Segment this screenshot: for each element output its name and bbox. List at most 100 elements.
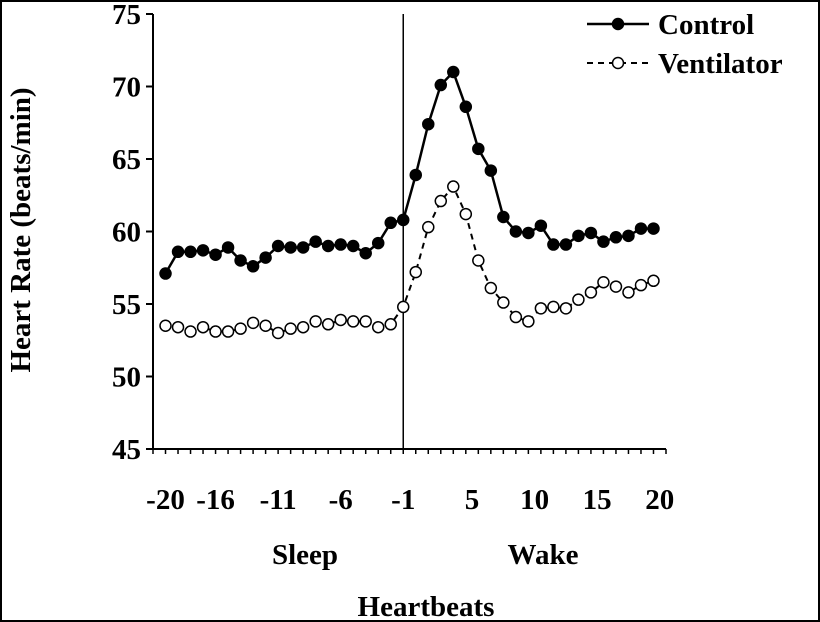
data-point — [609, 231, 623, 244]
data-point — [622, 286, 635, 299]
data-point — [634, 222, 648, 235]
series-ventilator — [159, 180, 660, 340]
data-point — [472, 254, 485, 267]
data-point — [334, 313, 347, 327]
data-point — [271, 326, 285, 340]
y-tick-label: 70 — [112, 72, 141, 104]
data-point — [409, 168, 423, 182]
legend-label: Control — [658, 9, 754, 41]
x-tick-label: 15 — [583, 484, 612, 516]
data-point — [184, 245, 197, 259]
data-point — [284, 241, 297, 254]
data-point — [647, 274, 660, 288]
group-label-wake: Wake — [508, 539, 579, 571]
data-point — [434, 78, 448, 92]
data-point — [371, 320, 385, 334]
data-point — [634, 278, 648, 292]
data-point — [422, 117, 435, 131]
data-point — [334, 238, 347, 251]
data-point — [559, 238, 573, 251]
x-tick-label: 10 — [520, 484, 549, 516]
data-point — [409, 265, 423, 279]
x-tick-label: -20 — [146, 484, 185, 516]
y-tick-label: 55 — [112, 289, 141, 321]
data-point — [371, 236, 385, 250]
data-point — [497, 296, 510, 309]
data-point — [259, 319, 272, 332]
data-point — [484, 164, 498, 177]
data-point — [246, 316, 260, 330]
data-point — [522, 226, 535, 240]
data-point — [396, 300, 410, 314]
data-point — [159, 267, 172, 280]
y-tick-label: 60 — [112, 217, 141, 249]
data-point — [309, 315, 322, 328]
data-point — [572, 229, 585, 243]
data-point — [171, 320, 185, 334]
data-point — [497, 210, 510, 224]
x-tick-label: 5 — [465, 484, 480, 516]
data-point — [384, 216, 397, 230]
data-point — [534, 219, 548, 232]
data-point — [509, 225, 523, 238]
x-tick-label: -16 — [196, 484, 235, 516]
data-point — [221, 241, 235, 254]
series-control — [159, 65, 660, 280]
data-point — [321, 239, 335, 253]
data-point — [422, 220, 435, 234]
legend-entry: Ventilator — [587, 48, 783, 80]
series-layer — [159, 65, 660, 340]
data-point — [346, 239, 360, 253]
data-point — [271, 239, 285, 253]
data-point — [434, 194, 448, 208]
data-point — [584, 226, 598, 240]
y-tick-label: 65 — [112, 144, 141, 176]
data-point — [259, 251, 272, 264]
data-point — [472, 142, 485, 156]
data-point — [597, 276, 610, 289]
data-point — [547, 238, 560, 251]
data-point — [196, 320, 210, 334]
data-point — [296, 241, 310, 254]
y-axis-ticks: 45 50 55 60 65 70 75 — [112, 2, 153, 466]
data-point — [559, 302, 573, 315]
legend-marker — [611, 56, 625, 70]
group-label-sleep: Sleep — [272, 539, 338, 571]
series-line — [164, 69, 654, 275]
data-point — [509, 310, 523, 324]
x-tick-label: -11 — [260, 484, 297, 516]
legend: Control Ventilator — [587, 9, 783, 80]
data-point — [159, 319, 172, 332]
data-point — [522, 315, 535, 328]
y-tick-label: 75 — [112, 2, 141, 31]
data-point — [284, 322, 297, 335]
data-point — [547, 300, 560, 314]
data-point — [609, 280, 623, 293]
data-point — [384, 318, 397, 331]
series-line — [165, 184, 654, 335]
y-tick-label: 45 — [112, 434, 141, 466]
data-point — [459, 100, 473, 114]
data-point — [221, 325, 235, 338]
x-axis-ticks: -20 -16 -11 -6 -1 5 10 15 20 — [146, 449, 674, 516]
data-point — [321, 318, 335, 331]
x-axis-label: Heartbeats — [358, 591, 495, 620]
x-tick-label: -1 — [391, 484, 415, 516]
data-point — [459, 207, 473, 221]
y-axis-label: Heart Rate (beats/min) — [5, 87, 37, 372]
data-point — [296, 320, 310, 334]
data-point — [184, 325, 197, 338]
data-point — [597, 235, 610, 248]
data-point — [234, 254, 247, 267]
data-point — [171, 245, 185, 259]
data-point — [246, 260, 260, 273]
data-point — [647, 222, 660, 235]
data-point — [196, 244, 210, 257]
legend-entry: Control — [587, 9, 754, 41]
data-point — [447, 65, 460, 79]
data-point — [584, 286, 598, 299]
data-point — [534, 302, 548, 315]
data-point — [346, 315, 360, 328]
